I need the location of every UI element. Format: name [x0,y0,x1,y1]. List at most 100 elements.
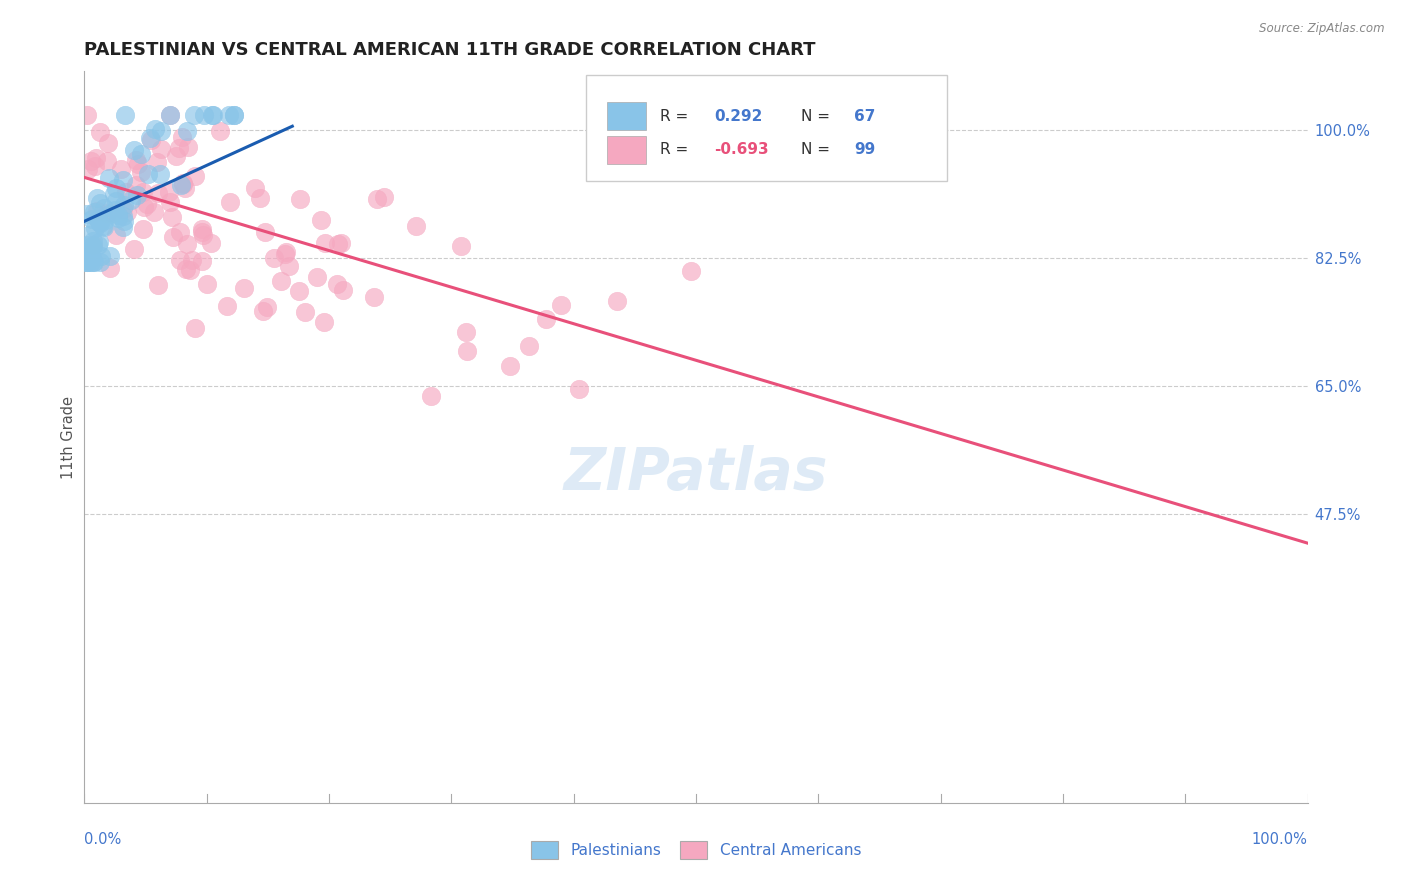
Point [159,108,181,122]
Point [176,140,198,154]
Point [89,125,111,139]
Point [311,212,333,227]
Point [276,245,298,260]
Point [112,214,135,228]
Point [179,263,201,277]
Point [263,252,285,266]
Point [160,210,183,224]
Point [76,108,98,122]
Point [170,178,193,193]
Point [454,325,477,339]
Point [277,259,299,273]
Point [89,196,111,211]
Point [191,221,214,235]
Point [98,206,121,220]
Point [172,176,194,190]
Point [112,198,135,212]
Point [405,219,427,233]
Text: -0.693: -0.693 [714,142,769,157]
Point [200,236,222,251]
Point [326,237,349,252]
Point [127,157,149,171]
Point [79,244,101,258]
Point [94,213,117,227]
Text: PALESTINIAN VS CENTRAL AMERICAN 11TH GRADE CORRELATION CHART: PALESTINIAN VS CENTRAL AMERICAN 11TH GRA… [84,41,815,59]
Point [135,197,157,211]
Point [193,108,215,122]
Point [172,130,194,145]
Point [149,167,172,181]
Point [114,108,136,122]
Point [141,133,163,147]
Text: Source: ZipAtlas.com: Source: ZipAtlas.com [1260,22,1385,36]
Point [243,181,266,195]
Point [105,180,128,194]
Y-axis label: 11th Grade: 11th Grade [60,395,76,479]
Point [183,320,205,334]
Point [314,236,336,251]
Point [195,277,218,291]
Point [217,299,239,313]
Point [270,274,292,288]
Point [76,254,98,268]
Legend: Palestinians, Central Americans: Palestinians, Central Americans [524,835,868,864]
Point [111,202,134,216]
Point [288,192,311,206]
Point [456,344,478,359]
Point [82,254,104,268]
Point [97,170,120,185]
Point [167,141,190,155]
Point [86,191,108,205]
Point [103,187,125,202]
Point [256,301,278,315]
Point [83,254,105,268]
Point [184,169,207,184]
Point [519,338,541,352]
Point [86,203,108,218]
Point [329,235,352,250]
Point [87,237,110,252]
Point [77,162,100,177]
Point [136,167,159,181]
Point [146,154,169,169]
Point [96,206,118,220]
Point [191,228,214,243]
Point [183,108,205,122]
Point [76,206,98,220]
Point [89,216,111,230]
Text: 67: 67 [853,109,875,124]
Point [115,204,138,219]
Point [83,221,105,235]
Point [252,303,274,318]
Point [77,238,100,252]
Point [89,254,111,268]
Point [606,294,628,309]
Point [112,219,135,234]
Point [107,211,129,226]
Point [499,359,522,373]
Point [326,277,349,292]
Point [224,108,246,122]
Point [83,205,105,219]
Point [125,188,148,202]
Text: N =: N = [801,109,835,124]
Point [93,219,115,234]
Point [172,177,194,191]
Point [219,194,242,209]
Point [534,311,557,326]
Point [112,172,135,186]
Point [169,253,191,268]
Point [274,247,297,261]
Point [76,254,98,268]
Point [80,254,103,268]
Text: 0.292: 0.292 [714,109,762,124]
Point [82,238,104,252]
Point [84,159,107,173]
Point [105,227,128,242]
Point [307,270,329,285]
Point [180,252,202,267]
Point [76,246,98,260]
Point [132,221,155,235]
Point [208,123,231,137]
Point [76,254,98,268]
